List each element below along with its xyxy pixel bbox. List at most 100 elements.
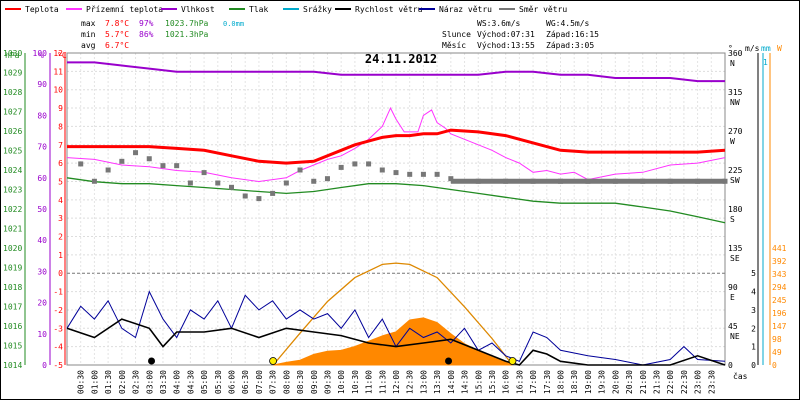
tick-label-time: 18:00	[557, 370, 566, 394]
tick-label-time: 23:30	[707, 370, 716, 394]
legend: Teplota Přízemní teplota Vlhkost Tlak Srážky…	[5, 5, 567, 14]
tick-label-time: 19:30	[598, 370, 607, 394]
stats-label: min	[81, 30, 96, 39]
legend-label: Srážky	[303, 5, 332, 14]
tick-label-direction-name: SW	[730, 176, 740, 185]
tick-label-hpa: 1015	[3, 342, 22, 351]
tick-label-time: 14:00	[447, 370, 456, 394]
tick-label-hpa: 1025	[3, 147, 22, 156]
tick-label-time: 21:30	[653, 370, 662, 394]
tick-label-time: 14:30	[461, 370, 470, 394]
tick-label-time: 09:30	[324, 370, 333, 394]
sunset-marker	[508, 357, 517, 365]
wind-direction-point	[174, 163, 180, 169]
tick-label-hpa: 1029	[3, 69, 22, 78]
tick-label-solar: 98	[772, 335, 782, 344]
tick-label-hpa: 1021	[3, 225, 22, 234]
info-sunrise: Východ:07:31	[477, 30, 535, 39]
tick-label-hpa: 1018	[3, 283, 22, 292]
tick-label-direction-name: S	[730, 215, 735, 224]
tick-label-time: 11:00	[365, 370, 374, 394]
axis-unit-solar: W	[777, 44, 782, 53]
stats-pressure: 1023.7hPa	[165, 19, 209, 28]
tick-label-temp: 6	[58, 159, 63, 168]
series-wind-speed	[66, 318, 726, 366]
tick-label-direction: 135	[728, 244, 743, 253]
tick-label-hpa: 1026	[3, 127, 22, 136]
info-moonset: Západ:3:05	[546, 41, 594, 50]
axis-unit-wind: m/s	[745, 44, 760, 53]
moonset-marker	[148, 357, 156, 365]
tick-label-temp: -4	[53, 343, 63, 352]
tick-label-time: 04:00	[173, 370, 182, 394]
tick-label-humidity: 100	[33, 49, 48, 58]
legend-label: Tlak	[249, 5, 268, 14]
stats-pressure: 1021.3hPa	[165, 30, 209, 39]
wind-direction-point	[201, 170, 207, 176]
wind-direction-point	[338, 164, 344, 170]
tick-label-direction: 225	[728, 166, 743, 175]
tick-label-time: 11:30	[378, 370, 387, 394]
info-moonrise: Východ:13:55	[477, 41, 535, 50]
tick-label-hpa: 1017	[3, 303, 22, 312]
tick-label-wind: 5	[751, 269, 756, 278]
stats-humidity: 86%	[139, 30, 154, 39]
solar-layer	[272, 262, 514, 366]
tick-label-time: 01:00	[90, 370, 99, 394]
tick-label-time: 02:30	[132, 370, 141, 394]
wind-direction-point	[256, 196, 262, 202]
tick-label-hpa: 1022	[3, 205, 22, 214]
tick-label-hpa: 1030	[3, 49, 22, 58]
stats-label: max	[81, 19, 96, 28]
tick-label-temp: 10	[53, 86, 63, 95]
series-layer	[66, 61, 728, 366]
chart-title: 24.11.2012	[365, 52, 437, 66]
wind-direction-point	[407, 171, 413, 177]
tick-label-time: 07:30	[269, 370, 278, 394]
tick-label-hpa: 1023	[3, 186, 22, 195]
moonrise-marker	[445, 357, 453, 365]
tick-label-direction: 270	[728, 127, 743, 136]
tick-label-time: 05:00	[200, 370, 209, 394]
series-ground-temperature	[66, 106, 726, 183]
tick-label-time: 19:00	[584, 370, 593, 394]
tick-label-time: 17:00	[529, 370, 538, 394]
tick-label-direction-name: N	[730, 59, 735, 68]
tick-label-direction-name: E	[730, 293, 735, 302]
stats-temp: 7.8°C	[105, 19, 129, 28]
tick-label-humidity: 50	[37, 205, 47, 214]
tick-label-direction-name: NW	[730, 98, 740, 107]
tick-label-time: 17:30	[543, 370, 552, 394]
tick-label-time: 08:00	[282, 370, 291, 394]
tick-label-wind: 3	[751, 306, 756, 315]
tick-label-temp: 1	[58, 251, 63, 260]
stats-panel: max 7.8°C 97% 1023.7hPa 0.0mm min 5.7°C 86% 1021…	[81, 19, 244, 50]
stats-temp: 5.7°C	[105, 30, 129, 39]
wind-direction-point	[91, 178, 97, 184]
tick-label-time: 20:00	[611, 370, 620, 394]
tick-label-temp: 7	[58, 141, 63, 150]
wind-direction-point	[379, 167, 385, 173]
info-wg: WG:4.5m/s	[546, 19, 590, 28]
tick-label-time: 06:00	[228, 370, 237, 394]
tick-label-solar: 147	[772, 322, 787, 331]
tick-label-rain: 1	[763, 58, 768, 67]
tick-label-time: 20:30	[625, 370, 634, 394]
tick-label-temp: 9	[58, 104, 63, 113]
axis-unit-rain: mm	[761, 44, 771, 53]
tick-label-temp: 3	[58, 214, 63, 223]
wind-direction-point	[242, 193, 248, 199]
tick-label-temp: 5	[58, 177, 63, 186]
tick-label-time: 06:30	[241, 370, 250, 394]
tick-label-time: 02:00	[118, 370, 127, 394]
tick-label-time: 03:30	[159, 370, 168, 394]
tick-label-temp: -1	[53, 288, 63, 297]
tick-label-direction-name: NE	[730, 332, 740, 341]
tick-label-direction: 180	[728, 205, 743, 214]
axis-unit-direction: °	[728, 44, 733, 53]
tick-label-direction: 45	[728, 322, 738, 331]
tick-label-time: 16:30	[515, 370, 524, 394]
axis-unit-humidity: %	[39, 51, 44, 60]
tick-label-time: 22:00	[666, 370, 675, 394]
